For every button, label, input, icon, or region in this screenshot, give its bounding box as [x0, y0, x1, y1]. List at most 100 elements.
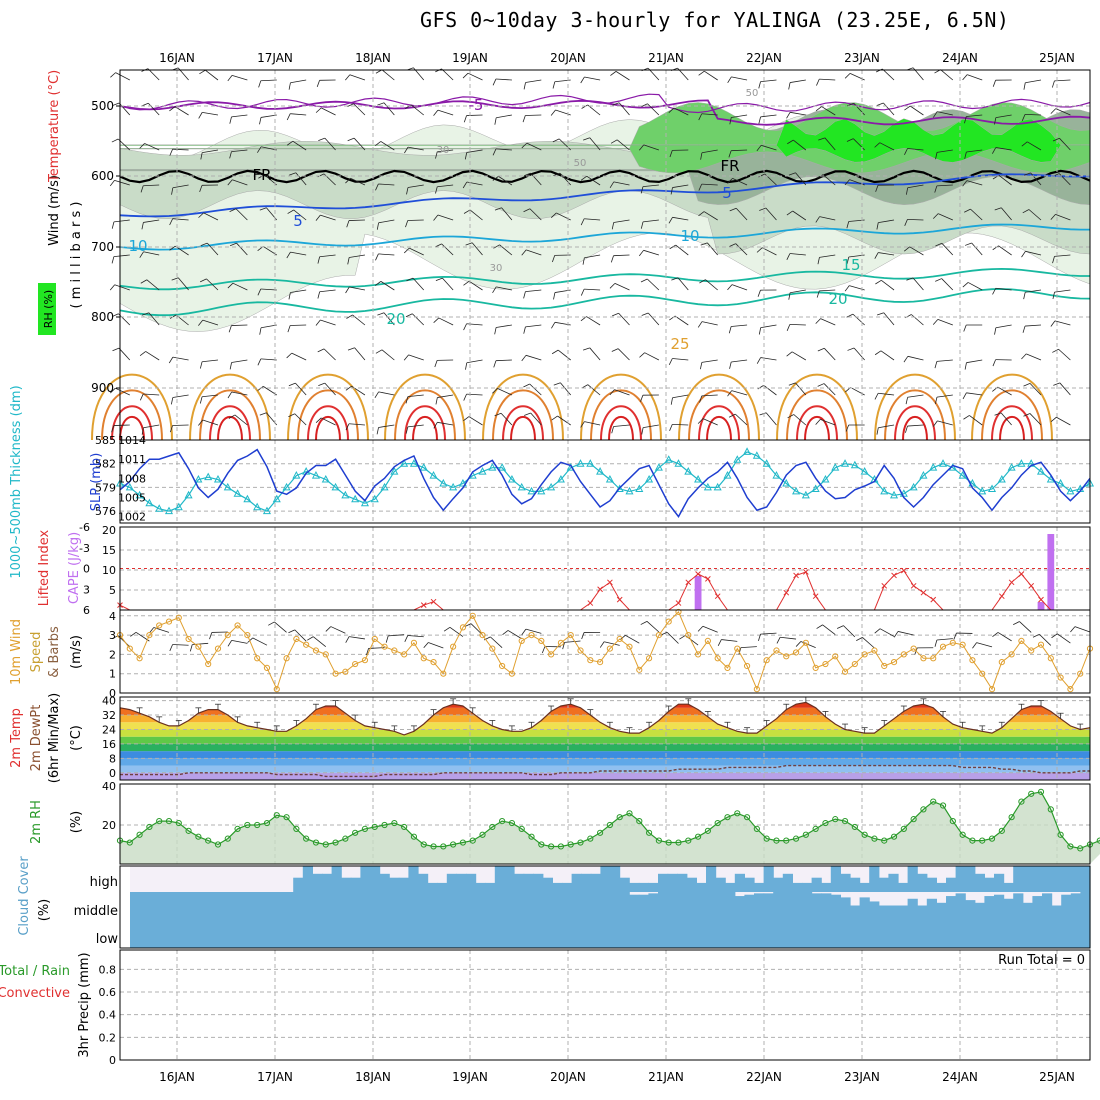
wind-barb — [349, 74, 366, 81]
wind-barb-flag — [893, 631, 899, 638]
wind-barb-flag — [964, 208, 971, 213]
warm-dome-contour — [199, 389, 261, 441]
upper-wind-barbs — [109, 67, 1071, 435]
wind-barb-flag — [287, 325, 291, 333]
temp-stripe — [120, 743, 1090, 752]
rh-point — [342, 835, 349, 842]
rh-point — [1067, 843, 1074, 850]
rh-point — [303, 835, 310, 842]
slp-tick-label: 1002 — [118, 511, 146, 524]
wind-barb-flag — [992, 632, 999, 638]
wind-barb-flag — [599, 641, 605, 648]
wind-barb-flag — [523, 326, 526, 334]
cloud-bar-middle — [658, 892, 669, 919]
upper-ylabel-wind: Wind (m/s) — [47, 175, 62, 246]
contour-label: -5 — [469, 96, 484, 114]
cloud-bar-middle — [782, 892, 793, 919]
thickness-point — [321, 474, 330, 483]
wind-barb-flag — [169, 149, 173, 156]
cloud-bar-middle — [638, 894, 649, 919]
wind-barb-flag — [641, 427, 644, 435]
cloud-bar-high — [715, 877, 726, 892]
cloud-bar-middle — [1032, 896, 1043, 919]
thickness-point — [292, 471, 301, 479]
rh-point — [734, 810, 741, 817]
wind-barb — [824, 137, 836, 151]
cloud-bar-low — [984, 919, 995, 948]
wind-barb — [821, 106, 836, 116]
wind-barb — [290, 251, 307, 256]
wind-barb-flag — [228, 414, 236, 419]
wind-barb-flag — [994, 412, 1002, 416]
warm-dome-contour — [991, 405, 1033, 441]
cloud-bar-middle — [571, 892, 582, 919]
wind-speed-point — [528, 631, 535, 639]
cape-tick-label: 15 — [102, 544, 116, 557]
wind-barb-flag — [816, 174, 824, 179]
rh-point — [783, 837, 790, 844]
rh-point — [626, 810, 633, 817]
wind-barb-flag — [679, 635, 686, 640]
wind-barb — [113, 424, 130, 426]
thickness-point — [204, 472, 213, 481]
temp-contour-15 — [119, 267, 1090, 291]
slp-tick-label: 1005 — [118, 491, 146, 504]
wind-speed-point — [352, 660, 359, 668]
wind-barb-flag — [581, 632, 585, 640]
cloud-bar-low — [302, 919, 313, 948]
wind-barb-flag — [258, 80, 262, 88]
warm-dome-contour — [91, 373, 173, 441]
wind-barb-flag — [934, 639, 938, 647]
warm-dome-contour — [209, 405, 251, 441]
cloud-bar-high — [850, 877, 861, 892]
cloud-bar-high — [427, 882, 438, 892]
li-point — [1028, 582, 1035, 589]
cloud-bar-middle — [504, 892, 515, 919]
cloud-bar-low — [850, 919, 861, 948]
wind-barb-flag — [992, 245, 999, 251]
wind-barb-flag — [315, 319, 321, 326]
cloud-bar-high — [1070, 866, 1081, 892]
wind-barb — [388, 634, 405, 637]
thickness-point — [370, 494, 379, 503]
wind-barb — [525, 289, 542, 293]
rh-point — [802, 831, 809, 838]
wind-barb — [789, 323, 806, 326]
cloud-bar-low — [274, 919, 285, 948]
cloud-bar-high — [965, 866, 976, 892]
cloud-bar-low — [139, 919, 150, 948]
wind-barb-flag — [972, 642, 977, 649]
rh-point — [1047, 806, 1054, 813]
wind-barb-flag — [227, 75, 233, 82]
wind-barb-flag — [610, 139, 618, 144]
cloud-bar-middle — [264, 892, 275, 919]
wind-speed-point — [293, 635, 300, 643]
warm-dome-contour — [101, 389, 163, 441]
wind-barb — [290, 113, 307, 116]
wind-barb-flag — [229, 151, 232, 159]
wind-barb-flag — [199, 361, 203, 369]
cloud-bar-high — [331, 866, 342, 892]
cloud-bar-middle — [245, 892, 256, 919]
wind-barb-flag — [317, 348, 325, 353]
wind-barb — [672, 358, 689, 361]
cloud-bar-high — [523, 873, 534, 892]
wind-barb-flag — [758, 116, 761, 124]
wind-barb-flag — [962, 74, 968, 81]
wind-barb-flag — [492, 78, 497, 86]
wind-barb-flag — [1070, 626, 1076, 633]
wind-barb — [790, 111, 806, 116]
li-tick-label: 3 — [83, 583, 90, 596]
wind-barb-flag — [1050, 214, 1056, 220]
wind-barb — [260, 288, 277, 291]
cloud-bar-middle — [408, 892, 419, 919]
wind-barb-flag — [200, 152, 203, 160]
wind-barb — [998, 245, 1012, 256]
wind-barb-flag — [139, 351, 146, 356]
wind-barb — [643, 424, 659, 429]
cape-bar — [1047, 534, 1055, 610]
thickness-point — [507, 474, 516, 483]
cloud-bar-middle — [130, 892, 141, 919]
wind-barb — [789, 253, 806, 256]
warm-dome-contour — [412, 415, 438, 441]
